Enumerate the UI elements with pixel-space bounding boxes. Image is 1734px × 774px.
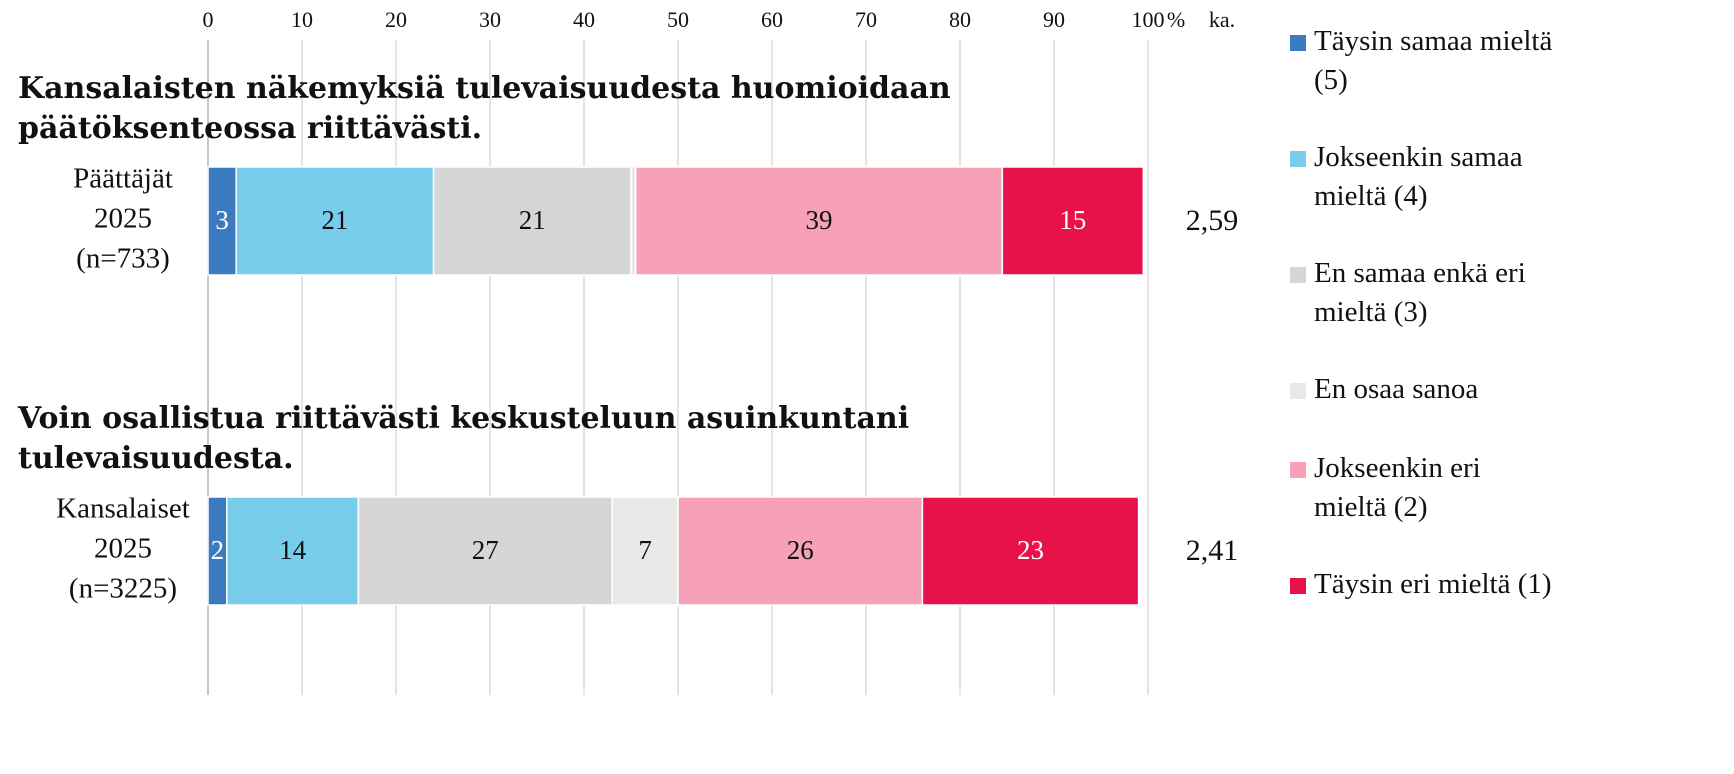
x-unit: % bbox=[1167, 7, 1185, 32]
data-label: 26 bbox=[787, 535, 814, 565]
x-tick-label: 90 bbox=[1043, 7, 1065, 32]
legend-label: Jokseenkin eri mieltä (2) bbox=[1314, 452, 1481, 523]
data-label: 2 bbox=[211, 535, 225, 565]
bar-segment bbox=[357, 496, 613, 606]
legend-label: En osaa sanoa bbox=[1314, 373, 1479, 405]
legend-item: Jokseenkin eri mieltä (2) bbox=[1286, 449, 1559, 527]
bar-segment bbox=[921, 496, 1140, 606]
x-tick-label: 40 bbox=[573, 7, 595, 32]
panel-title: tulevaisuudesta. bbox=[18, 441, 294, 476]
legend-item: Täysin eri mieltä (1) bbox=[1286, 565, 1559, 604]
legend-swatch bbox=[1290, 578, 1306, 594]
legend-label: Täysin samaa mieltä (5) bbox=[1314, 25, 1553, 96]
legend: Täysin samaa mieltä (5) Jokseenkin samaa … bbox=[1286, 22, 1726, 604]
mean-value: 2,59 bbox=[1186, 204, 1239, 237]
legend-swatch bbox=[1290, 462, 1306, 478]
category-label: 2025 bbox=[94, 533, 152, 565]
x-tick-label: 10 bbox=[291, 7, 313, 32]
panel-title: Kansalaisten näkemyksiä tulevaisuudesta … bbox=[18, 71, 951, 106]
x-tick-label: 100 bbox=[1132, 7, 1165, 32]
legend-label: Täysin eri mieltä (1) bbox=[1314, 568, 1552, 600]
bar-segment bbox=[235, 166, 435, 276]
legend-label: En samaa enkä eri mieltä (3) bbox=[1314, 257, 1526, 328]
legend-swatch bbox=[1290, 35, 1306, 51]
data-label: 23 bbox=[1017, 535, 1044, 565]
category-label: 2025 bbox=[94, 203, 152, 235]
x-tick-label: 60 bbox=[761, 7, 783, 32]
legend-swatch bbox=[1290, 267, 1306, 283]
category-label: (n=733) bbox=[76, 243, 170, 275]
data-label: 14 bbox=[279, 535, 307, 565]
category-label: (n=3225) bbox=[69, 573, 177, 605]
x-tick-label: 20 bbox=[385, 7, 407, 32]
x-tick-label: 80 bbox=[949, 7, 971, 32]
panel-title: Voin osallistua riittävästi keskusteluun… bbox=[17, 401, 909, 436]
bar-segment bbox=[226, 496, 360, 606]
x-tick-label: 30 bbox=[479, 7, 501, 32]
data-label: 7 bbox=[638, 535, 652, 565]
mean-value: 2,41 bbox=[1186, 534, 1239, 567]
bar-segment bbox=[1001, 166, 1145, 276]
data-label: 27 bbox=[472, 535, 499, 565]
data-label: 15 bbox=[1059, 205, 1086, 235]
data-label: 21 bbox=[321, 205, 348, 235]
mean-header: ka. bbox=[1209, 7, 1235, 32]
x-tick-label: 70 bbox=[855, 7, 877, 32]
legend-item: En osaa sanoa bbox=[1286, 370, 1559, 409]
legend-item: En samaa enkä eri mieltä (3) bbox=[1286, 254, 1559, 332]
bar-segment bbox=[634, 166, 1004, 276]
legend-label: Jokseenkin samaa mieltä (4) bbox=[1314, 141, 1523, 212]
data-label: 21 bbox=[519, 205, 546, 235]
category-label: Kansalaiset bbox=[56, 493, 190, 525]
legend-swatch bbox=[1290, 151, 1306, 167]
panel-title: päätöksenteossa riittävästi. bbox=[18, 111, 482, 146]
legend-item: Jokseenkin samaa mieltä (4) bbox=[1286, 138, 1559, 216]
legend-swatch bbox=[1290, 383, 1306, 399]
category-label: Päättäjät bbox=[73, 163, 173, 195]
data-label: 39 bbox=[806, 205, 833, 235]
bar-segment bbox=[432, 166, 632, 276]
bar-segment bbox=[611, 496, 679, 606]
legend-item: Täysin samaa mieltä (5) bbox=[1286, 22, 1559, 100]
x-tick-label: 50 bbox=[667, 7, 689, 32]
data-label: 3 bbox=[215, 205, 229, 235]
x-tick-label: 0 bbox=[203, 7, 214, 32]
